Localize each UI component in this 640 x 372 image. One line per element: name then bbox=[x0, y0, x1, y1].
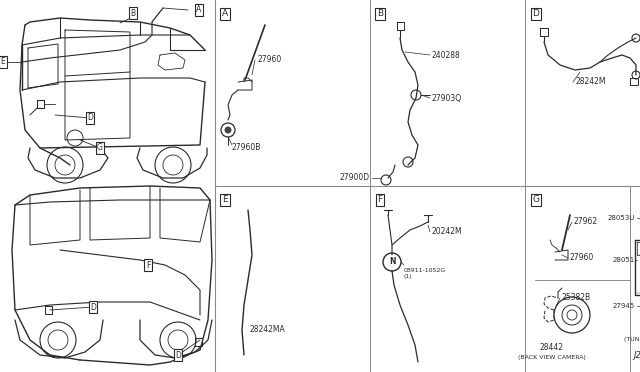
Text: 20242M: 20242M bbox=[432, 228, 463, 237]
Text: 28242MA: 28242MA bbox=[250, 326, 285, 334]
Circle shape bbox=[225, 126, 232, 134]
Text: B: B bbox=[131, 9, 136, 17]
Text: 28442: 28442 bbox=[540, 343, 564, 353]
Text: F: F bbox=[378, 196, 383, 205]
Text: 27960: 27960 bbox=[257, 55, 281, 64]
Text: (TUNER UNIT SAT): (TUNER UNIT SAT) bbox=[624, 337, 640, 343]
Text: D: D bbox=[87, 113, 93, 122]
Text: 27900D: 27900D bbox=[340, 173, 370, 183]
Text: E: E bbox=[222, 196, 228, 205]
Text: 27960B: 27960B bbox=[232, 144, 261, 153]
Text: D: D bbox=[175, 350, 181, 359]
Text: D: D bbox=[532, 10, 540, 19]
Text: G: G bbox=[97, 144, 103, 153]
Text: 28242M: 28242M bbox=[575, 77, 605, 87]
Text: 27945: 27945 bbox=[613, 303, 635, 309]
Text: N: N bbox=[388, 257, 396, 266]
Text: 240288: 240288 bbox=[432, 51, 461, 60]
Text: 25382B: 25382B bbox=[562, 294, 591, 302]
Text: 27903Q: 27903Q bbox=[432, 93, 462, 103]
Text: 28053U: 28053U bbox=[607, 215, 635, 221]
Text: (BACK VIEW CAMERA): (BACK VIEW CAMERA) bbox=[518, 356, 586, 360]
Text: D: D bbox=[90, 302, 96, 311]
Text: F: F bbox=[146, 260, 150, 269]
Text: A: A bbox=[196, 6, 202, 15]
Text: E: E bbox=[1, 58, 5, 67]
Text: 28051: 28051 bbox=[612, 257, 635, 263]
Text: 27962: 27962 bbox=[574, 218, 598, 227]
Text: J28001JH: J28001JH bbox=[633, 350, 640, 359]
Text: 08911-1052G
(1): 08911-1052G (1) bbox=[404, 268, 446, 279]
Text: B: B bbox=[377, 10, 383, 19]
Text: G: G bbox=[532, 196, 540, 205]
Text: 27960: 27960 bbox=[570, 253, 595, 263]
Text: A: A bbox=[222, 10, 228, 19]
